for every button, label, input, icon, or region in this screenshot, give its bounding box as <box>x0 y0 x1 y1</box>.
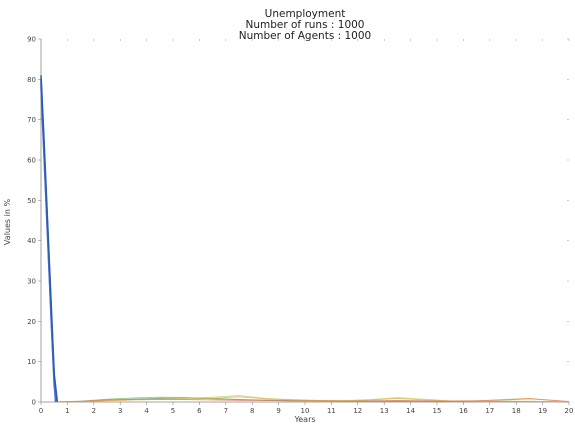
y-tick-label: 30 <box>27 278 36 286</box>
chart-title-line-1: Unemployment <box>265 8 346 20</box>
x-tick-label: 16 <box>459 407 468 415</box>
x-tick-label: 13 <box>380 407 389 415</box>
x-tick-label: 2 <box>92 407 96 415</box>
y-tick-label: 10 <box>27 358 36 366</box>
series-layer <box>40 75 570 403</box>
series-line <box>56 398 570 403</box>
x-tick-label: 9 <box>276 407 280 415</box>
series-line <box>40 75 59 403</box>
chart-title-line-3: Number of Agents : 1000 <box>239 30 371 42</box>
x-tick-label: 10 <box>301 407 310 415</box>
y-axis-label: Values in % <box>3 199 12 246</box>
x-tick-label: 1 <box>65 407 69 415</box>
x-axis-label: Years <box>293 415 315 424</box>
x-tick-label: 18 <box>512 407 521 415</box>
y-tick-label: 90 <box>27 36 36 44</box>
x-tick-label: 20 <box>565 407 574 415</box>
x-tick-label: 19 <box>538 407 547 415</box>
x-tick-label: 15 <box>433 407 442 415</box>
y-tick-label: 50 <box>27 197 36 205</box>
x-tick-label: 3 <box>118 407 122 415</box>
y-tick-label: 70 <box>27 116 36 124</box>
x-tick-label: 6 <box>197 407 202 415</box>
y-tick-label: 0 <box>32 399 36 407</box>
x-tick-label: 8 <box>250 407 254 415</box>
x-tick-label: 5 <box>171 407 175 415</box>
y-tick-label: 80 <box>27 76 36 84</box>
x-tick-label: 4 <box>144 407 149 415</box>
plot-axes: 0 1 2 3 4 5 6 7 8 9 10 11 12 13 14 15 16 17 18 19 2001020304… <box>27 36 573 416</box>
y-tick-label: 20 <box>27 318 36 326</box>
x-tick-label: 7 <box>224 407 228 415</box>
y-tick-label: 60 <box>27 157 36 165</box>
x-tick-label: 11 <box>327 407 336 415</box>
x-tick-label: 17 <box>485 407 494 415</box>
chart-title-line-2: Number of runs : 1000 <box>245 19 364 31</box>
x-tick-label: 12 <box>353 407 362 415</box>
y-tick-label: 40 <box>27 237 36 245</box>
x-tick-label: 14 <box>406 407 415 415</box>
chart-title: Unemployment Number of runs : 1000 Numbe… <box>239 8 371 42</box>
x-tick-label: 0 <box>39 407 43 415</box>
